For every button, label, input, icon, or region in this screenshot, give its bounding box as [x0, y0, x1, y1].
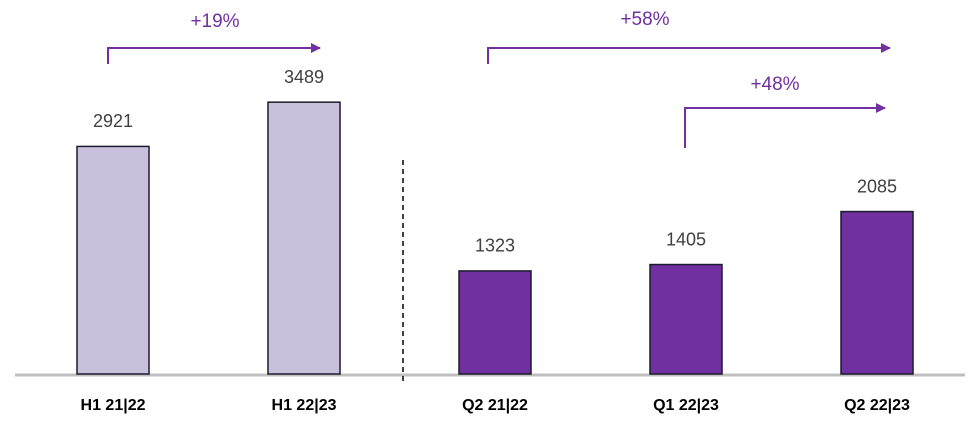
x-tick-label: Q2 21|22 — [462, 397, 528, 414]
value-label: 2085 — [857, 176, 897, 196]
bar — [267, 101, 341, 375]
value-label: 1323 — [475, 236, 515, 256]
bar — [840, 210, 914, 375]
annotation: +58% — [620, 9, 669, 30]
bar — [458, 270, 532, 375]
arrow — [107, 43, 321, 64]
value-label: 2921 — [93, 111, 133, 131]
value-label: 1405 — [666, 229, 706, 249]
x-tick-label: H1 21|22 — [81, 397, 146, 414]
x-tick-label: Q1 22|23 — [653, 397, 719, 414]
x-tick-label: H1 22|23 — [272, 397, 337, 414]
value-label: 3489 — [284, 67, 324, 87]
bar — [76, 145, 150, 375]
arrow — [487, 43, 891, 64]
bar — [649, 263, 723, 375]
x-tick-label: Q2 22|23 — [844, 397, 910, 414]
annotation: +48% — [750, 74, 799, 95]
arrow — [684, 103, 886, 148]
annotation: +19% — [190, 11, 239, 32]
